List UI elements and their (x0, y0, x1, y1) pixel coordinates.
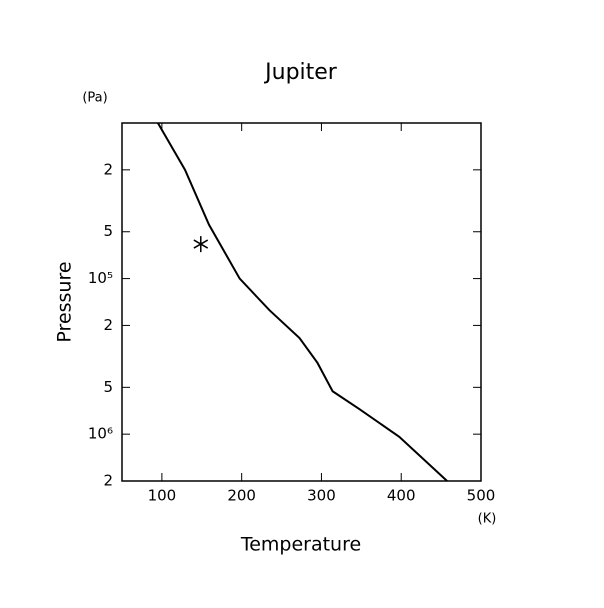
x-tick-label: 200 (227, 487, 256, 505)
x-unit: (K) (478, 512, 497, 527)
chart-title: Jupiter (263, 60, 338, 85)
x-tick-label: 400 (387, 487, 416, 505)
y-tick-label: 2 (103, 472, 113, 490)
y-tick-label: 2 (103, 316, 113, 334)
marker (193, 236, 209, 253)
x-tick-label: 100 (148, 487, 177, 505)
y-unit: (Pa) (82, 91, 107, 106)
y-tick-label: 10⁶ (88, 425, 113, 443)
x-axis-label: Temperature (240, 534, 361, 556)
y-tick-label: 5 (103, 378, 113, 396)
y-tick-label: 5 (103, 222, 113, 240)
y-tick-label: 2 (103, 160, 113, 178)
plot-frame (121, 122, 482, 482)
curve (157, 122, 448, 482)
y-tick-label: 10⁵ (88, 269, 113, 287)
y-axis-label: Pressure (54, 261, 76, 342)
x-tick-label: 500 (467, 487, 496, 505)
x-tick-label: 300 (307, 487, 336, 505)
